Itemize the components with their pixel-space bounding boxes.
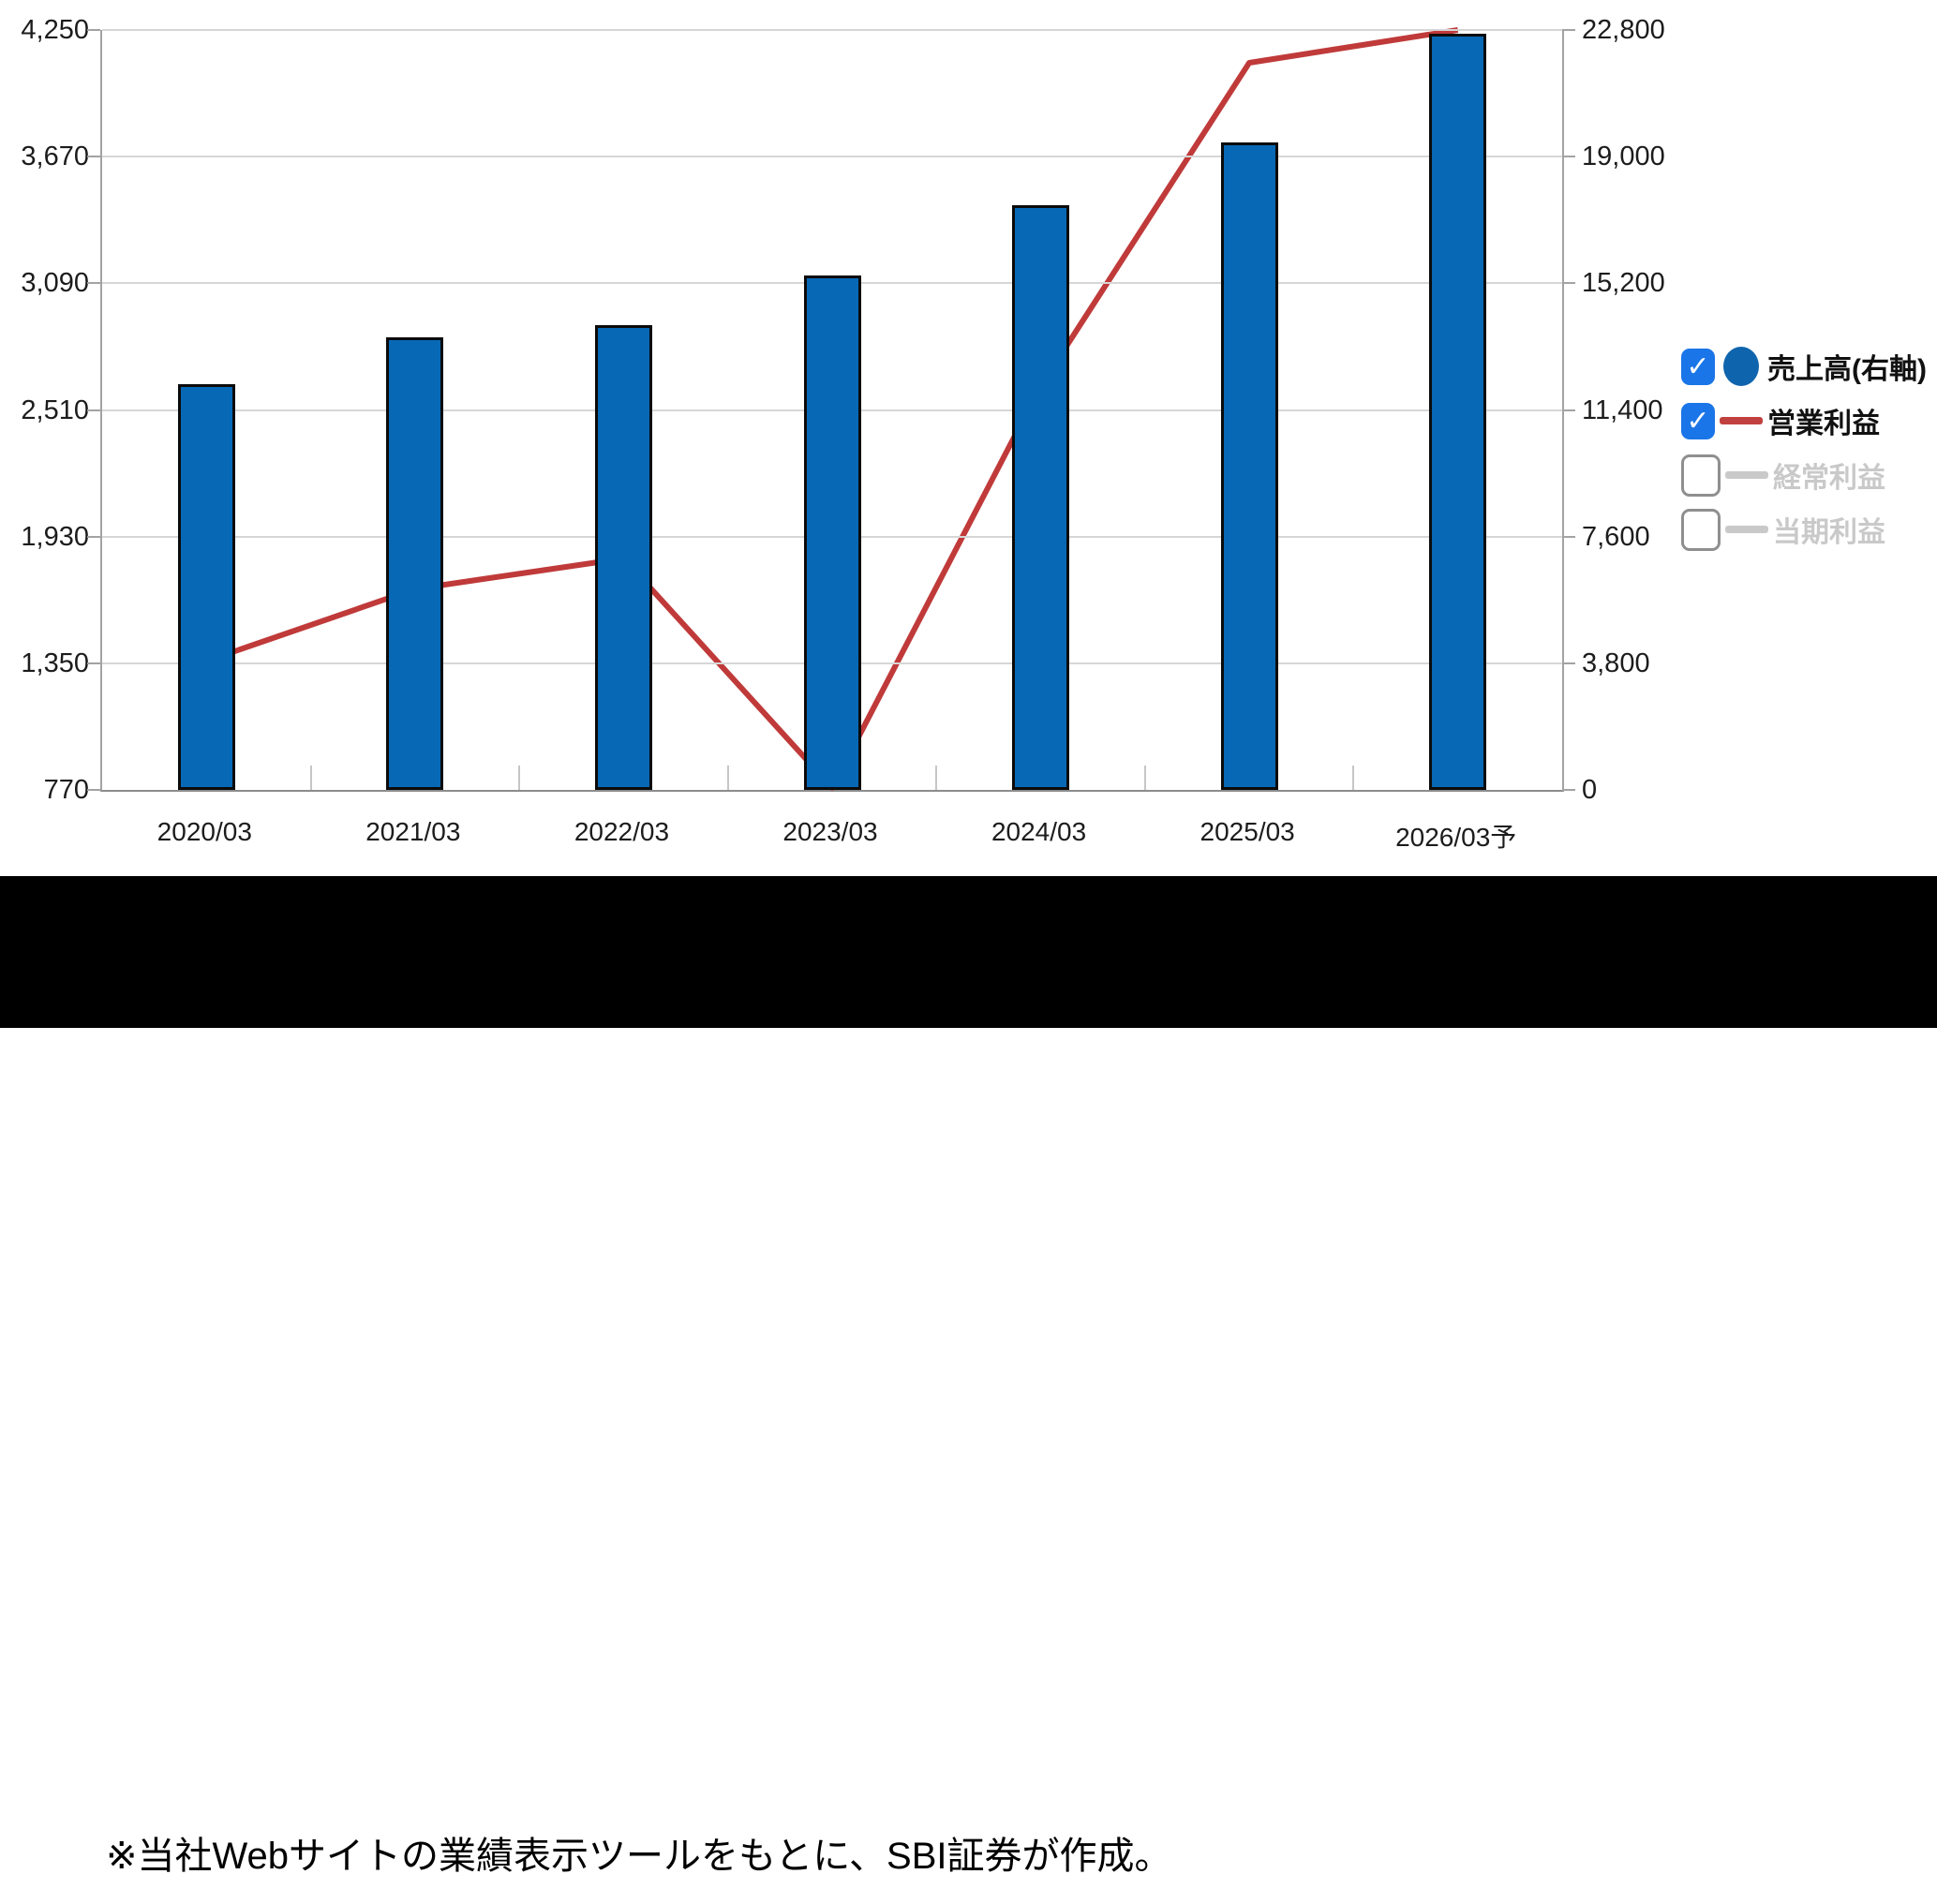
left-axis-tick-label: 3,670: [21, 141, 89, 172]
left-axis-tick: [87, 535, 100, 538]
right-axis-tick: [1562, 535, 1575, 538]
left-axis-tick: [87, 282, 100, 285]
legend-item-2[interactable]: 経常利益: [1681, 448, 1927, 502]
x-axis-label-2024/03: 2024/03: [991, 817, 1087, 846]
right-axis-tick: [1562, 156, 1575, 158]
circle-marker-icon: [1723, 347, 1759, 386]
x-axis-label-2023/03: 2023/03: [782, 817, 878, 846]
x-boundary-tick: [726, 766, 729, 790]
left-axis-tick: [87, 409, 100, 411]
x-boundary-tick: [1352, 766, 1355, 790]
left-axis-tick: [87, 29, 100, 31]
right-axis-tick-label: 19,000: [1582, 141, 1665, 172]
unchecked-checkbox[interactable]: [1681, 454, 1721, 497]
x-axis-label-2025/03: 2025/03: [1199, 817, 1295, 846]
bar-2020/03: [177, 383, 235, 790]
right-axis-tick: [1562, 29, 1575, 31]
x-axis-label-2022/03: 2022/03: [574, 817, 670, 846]
x-boundary-tick: [309, 766, 312, 790]
bar-2023/03: [803, 275, 861, 790]
bar-2021/03: [386, 336, 444, 790]
bar-2026/03予: [1429, 34, 1487, 790]
checked-checkbox[interactable]: ✓: [1681, 348, 1715, 385]
footer-band: ※当社Webサイトの業績表示ツールをもとに、SBI証券が作成。: [0, 876, 1937, 1904]
series-legend: ✓ 売上高(右軸) ✓ 営業利益経常利益当期利益: [1681, 339, 1927, 557]
right-axis-tick: [1562, 282, 1575, 285]
right-axis-tick: [1562, 789, 1575, 791]
legend-marker-zone: [1721, 526, 1773, 533]
left-axis-tick-label: 4,250: [21, 15, 89, 45]
right-axis-tick-label: 3,800: [1582, 647, 1650, 678]
legend-item-3[interactable]: 当期利益: [1681, 502, 1927, 557]
x-boundary-tick: [1143, 766, 1146, 790]
performance-chart-screenshot: 4,250 3,670 3,090 2,510 1,930 1,350 770 22,800…: [0, 15, 1937, 1904]
legend-marker-zone: [1715, 417, 1767, 424]
x-boundary-tick: [518, 766, 521, 790]
bar-2025/03: [1220, 141, 1278, 790]
left-axis-tick-label: 770: [43, 775, 89, 805]
line-marker-icon: [1725, 526, 1768, 533]
legend-marker-zone: [1715, 347, 1767, 386]
legend-item-1[interactable]: ✓ 営業利益: [1681, 394, 1927, 448]
legend-item-0[interactable]: ✓ 売上高(右軸): [1681, 339, 1927, 394]
left-axis-tick: [87, 789, 100, 791]
legend-label: 売上高(右軸): [1767, 354, 1927, 385]
legend-label: 経常利益: [1773, 463, 1885, 494]
legend-label: 営業利益: [1767, 409, 1880, 439]
left-axis-tick-label: 1,350: [21, 647, 89, 678]
right-axis-tick-label: 22,800: [1582, 15, 1665, 45]
unchecked-checkbox[interactable]: [1681, 508, 1721, 551]
x-axis-label-2020/03: 2020/03: [156, 817, 252, 846]
x-boundary-tick: [935, 766, 938, 790]
legend-label: 当期利益: [1773, 517, 1885, 548]
bar-2022/03: [594, 325, 652, 790]
x-axis-label-2026/03予: 2026/03予: [1395, 823, 1517, 852]
line-marker-icon: [1725, 471, 1768, 479]
left-axis-tick-label: 1,930: [21, 521, 89, 552]
bar-2024/03: [1012, 205, 1070, 790]
right-axis-tick-label: 0: [1582, 775, 1598, 805]
checked-checkbox[interactable]: ✓: [1681, 402, 1715, 439]
x-axis-label-2021/03: 2021/03: [365, 817, 461, 846]
right-axis-tick-label: 7,600: [1582, 521, 1650, 552]
right-axis-tick-label: 11,400: [1582, 394, 1663, 425]
left-axis-tick-label: 3,090: [21, 268, 89, 299]
right-axis-tick: [1562, 662, 1575, 664]
source-note-text: ※当社Webサイトの業績表示ツールをもとに、SBI証券が作成。: [106, 1836, 1172, 1877]
h-gridline: [102, 156, 1562, 158]
chart-plot-area: [100, 27, 1564, 792]
legend-marker-zone: [1721, 471, 1773, 479]
right-axis-tick: [1562, 409, 1575, 411]
left-axis-tick: [87, 156, 100, 158]
left-axis-tick: [87, 662, 100, 664]
right-axis-tick-label: 15,200: [1582, 268, 1665, 299]
left-axis-tick-label: 2,510: [21, 394, 89, 425]
source-note-box: ※当社Webサイトの業績表示ツールをもとに、SBI証券が作成。: [78, 1801, 1299, 1904]
h-gridline: [102, 29, 1562, 31]
line-marker-icon: [1720, 417, 1763, 424]
